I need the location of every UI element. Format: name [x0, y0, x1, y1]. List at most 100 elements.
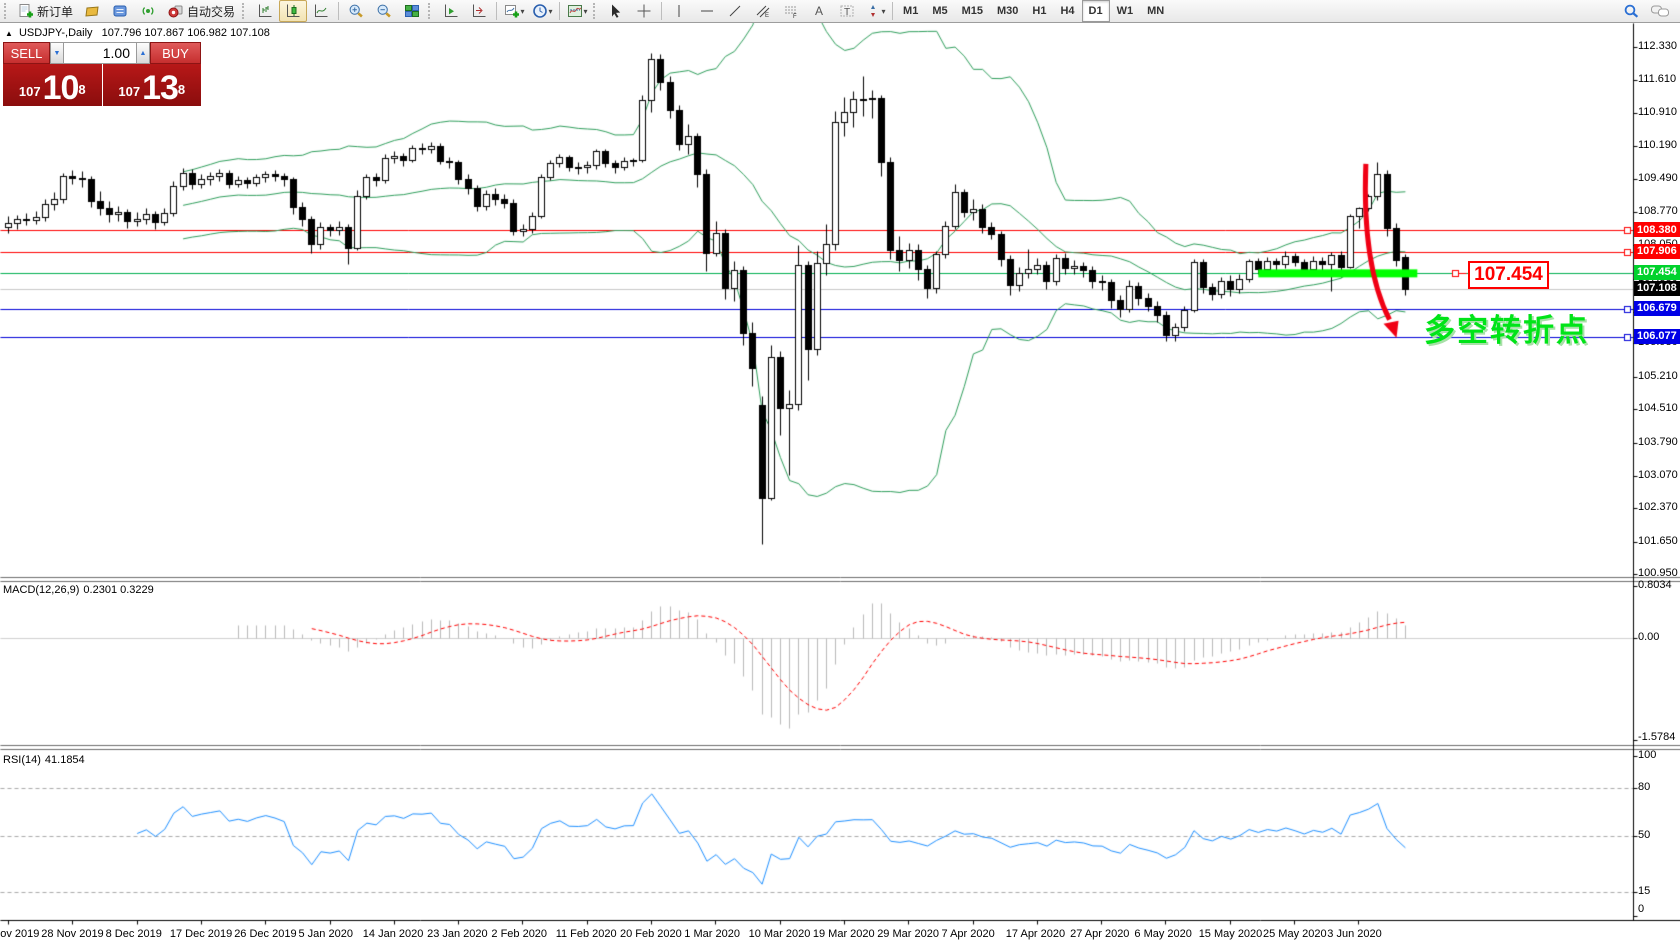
- new-chart-button[interactable]: [78, 0, 106, 22]
- timeframe-M30[interactable]: M30: [997, 5, 1019, 17]
- fibonacci-button[interactable]: F: [777, 0, 805, 22]
- date-axis-label: 10 Mar 2020: [748, 928, 811, 940]
- price-axis-tick: 103.070: [1638, 468, 1678, 481]
- date-axis-label: 19 Nov 2019: [0, 928, 40, 940]
- bar-chart-button[interactable]: [251, 0, 279, 22]
- trendline-button[interactable]: [721, 0, 749, 22]
- autotrading-icon: [167, 3, 184, 19]
- date-axis-label: 25 May 2020: [1263, 928, 1327, 940]
- volume-decrease-button[interactable]: ▼: [50, 42, 64, 64]
- price-callout-label[interactable]: 107.454: [1468, 260, 1549, 289]
- date-axis-label: 28 Nov 2019: [41, 928, 104, 940]
- price-axis-tick: 111.610: [1638, 73, 1677, 86]
- templates-button[interactable]: ▾: [563, 0, 591, 22]
- price-axis-tick: 104.510: [1638, 402, 1678, 415]
- tile-windows-icon: [404, 3, 420, 19]
- price-axis-tick: 110.190: [1638, 139, 1677, 152]
- zoom-out-button[interactable]: [370, 0, 398, 22]
- date-axis-label: 27 Apr 2020: [1070, 928, 1130, 940]
- date-axis-label: 11 Feb 2020: [555, 928, 617, 940]
- price-level-badge: 106.077: [1634, 328, 1680, 344]
- sell-price-point: 8: [78, 82, 86, 97]
- buy-price[interactable]: 107 13 8: [102, 64, 201, 106]
- signals-button[interactable]: [134, 0, 162, 22]
- crosshair-button[interactable]: [630, 0, 658, 22]
- fibonacci-icon: F: [783, 3, 799, 19]
- svg-text:E: E: [765, 13, 769, 19]
- toolbar-grip[interactable]: [242, 3, 249, 19]
- profiles-button[interactable]: [106, 0, 134, 22]
- periods-button[interactable]: ▾: [528, 0, 556, 22]
- toolbar-separator: [661, 2, 663, 20]
- signals-icon: [140, 3, 156, 19]
- bar-chart-icon: [257, 3, 273, 19]
- turning-point-annotation[interactable]: 多空转折点: [1424, 313, 1589, 348]
- timeframe-M5[interactable]: M5: [932, 5, 948, 17]
- date-axis-label: 23 Jan 2020: [427, 928, 488, 940]
- chat-button[interactable]: [1646, 0, 1674, 22]
- timeframe-M1[interactable]: M1: [903, 5, 919, 17]
- price-axis-tick: 108.770: [1638, 204, 1678, 217]
- autotrading-button[interactable]: 自动交易: [162, 0, 240, 22]
- text-label-button[interactable]: T: [833, 0, 861, 22]
- volume-increase-button[interactable]: ▲: [136, 42, 150, 64]
- collapse-triangle-icon[interactable]: ▲: [5, 29, 13, 38]
- zoom-in-button[interactable]: [342, 0, 370, 22]
- date-axis-label: 17 Dec 2019: [169, 928, 233, 940]
- sell-price[interactable]: 107 10 8: [3, 64, 102, 106]
- templates-icon: [567, 3, 583, 19]
- date-axis-label: 17 Apr 2020: [1005, 928, 1066, 940]
- arrows-icon: [865, 3, 881, 19]
- timeframe-MN[interactable]: MN: [1147, 5, 1165, 17]
- price-axis-tick: 100.950: [1638, 567, 1678, 579]
- timeframe-W1[interactable]: W1: [1116, 5, 1134, 17]
- macd-values: 0.2301 0.3229: [83, 584, 154, 596]
- toolbar-grip[interactable]: [593, 3, 600, 19]
- new-chart-icon: [84, 3, 101, 19]
- timeframe-H1[interactable]: H1: [1032, 5, 1047, 17]
- line-chart-button[interactable]: [307, 0, 335, 22]
- candlestick-chart-button[interactable]: [279, 0, 308, 22]
- search-button[interactable]: [1618, 0, 1646, 22]
- ohlc-values: 107.796 107.867 106.982 107.108: [101, 27, 270, 39]
- indicators-button[interactable]: ▾: [500, 0, 528, 22]
- date-axis-label: 3 Jun 2020: [1327, 928, 1382, 940]
- arrows-button[interactable]: ▾: [861, 0, 889, 22]
- text-button[interactable]: A: [805, 0, 833, 22]
- chart-shift-button[interactable]: [465, 0, 493, 22]
- periods-caret-icon: ▾: [548, 6, 553, 16]
- sell-button[interactable]: SELL: [3, 42, 50, 64]
- cursor-button[interactable]: [602, 0, 630, 22]
- price-level-badge: 106.679: [1634, 300, 1680, 316]
- horizontal-line-icon: [699, 3, 715, 19]
- sell-price-pips: 10: [42, 69, 80, 107]
- toolbar-separator: [892, 2, 894, 20]
- new-order-button[interactable]: 新订单: [13, 0, 78, 22]
- macd-axis-tick: 0.8034: [1638, 579, 1672, 591]
- channel-button[interactable]: E: [749, 0, 777, 22]
- price-chart-canvas[interactable]: [0, 23, 1680, 945]
- new-order-icon: [18, 3, 34, 19]
- toolbar-grip[interactable]: [4, 3, 11, 19]
- date-axis-label: 14 Jan 2020: [362, 928, 424, 940]
- chart-shift-icon: [471, 3, 487, 19]
- rsi-name: RSI(14): [3, 754, 41, 766]
- buy-button[interactable]: BUY: [150, 42, 201, 64]
- price-axis-tick: 102.370: [1638, 501, 1678, 514]
- volume-input[interactable]: 1.00: [64, 42, 136, 64]
- toolbar-grip[interactable]: [428, 3, 435, 19]
- vertical-line-button[interactable]: [665, 0, 693, 22]
- templates-caret-icon: ▾: [583, 6, 588, 16]
- tile-windows-button[interactable]: [398, 0, 426, 22]
- timeframe-D1[interactable]: D1: [1081, 0, 1110, 22]
- timeframe-M15[interactable]: M15: [961, 5, 983, 17]
- toolbar-separator: [496, 2, 498, 20]
- rsi-axis-tick: 0: [1638, 903, 1645, 915]
- date-axis-label: 5 Jan 2020: [298, 928, 353, 940]
- auto-scroll-button[interactable]: [437, 0, 465, 22]
- timeframe-H4[interactable]: H4: [1060, 5, 1075, 17]
- macd-axis-tick: 0.00: [1638, 631, 1660, 643]
- indicators-icon: [504, 3, 520, 19]
- horizontal-line-button[interactable]: [693, 0, 721, 22]
- svg-text:T: T: [844, 7, 850, 18]
